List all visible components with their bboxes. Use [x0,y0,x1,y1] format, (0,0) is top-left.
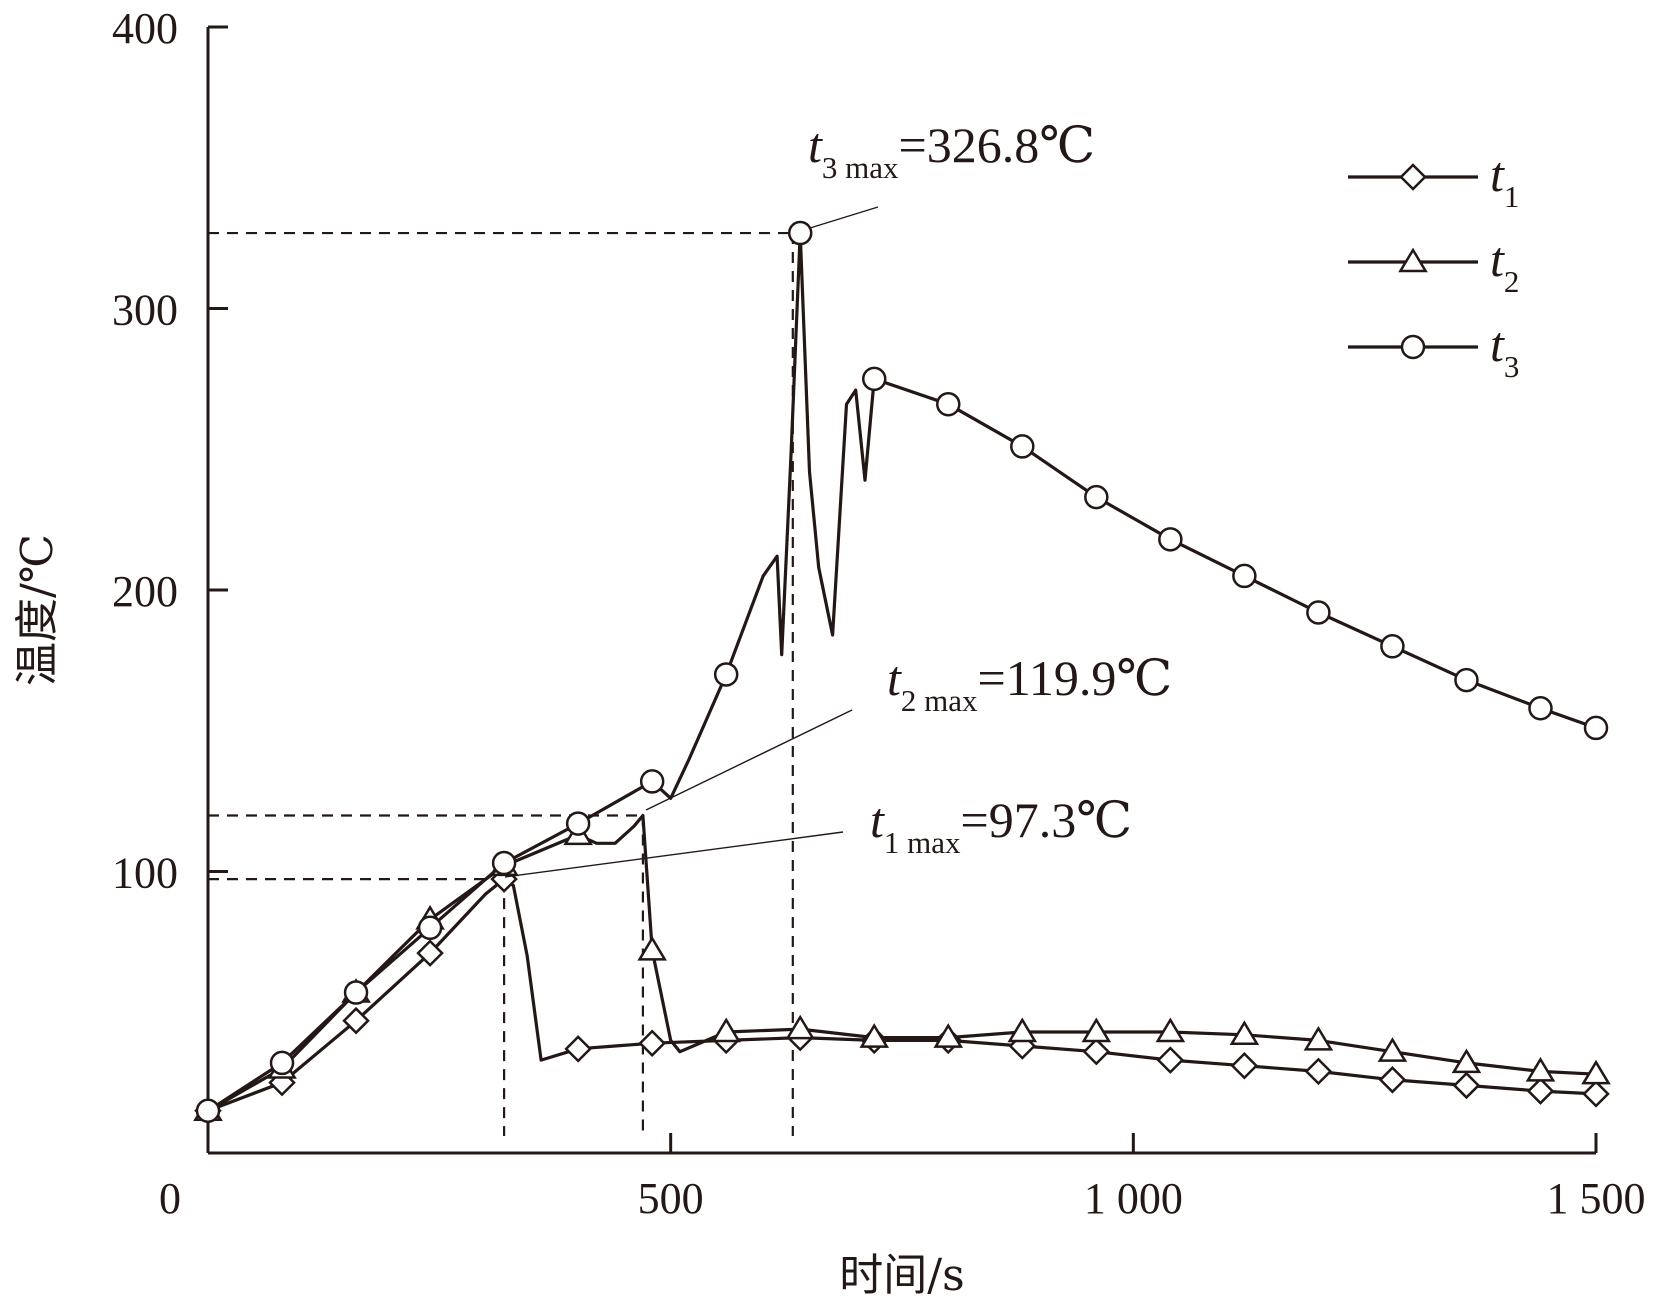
x-tick-label: 1 000 [1084,1174,1183,1223]
data-point-t3 [1084,484,1109,510]
data-point-t3 [1528,695,1553,721]
data-point-t3 [1158,527,1183,552]
annotation-3-max: t3 max=326.8℃ [808,117,1095,185]
data-point-t2 [1155,1017,1186,1043]
data-point-t3 [565,811,591,836]
data-point-t2 [637,935,667,961]
legend-marker-t1 [1399,163,1427,191]
annotation-leader [504,831,844,878]
data-point-t2 [711,1017,741,1043]
data-point-t3 [936,391,961,417]
data-point-t3 [417,915,443,941]
data-point-t3 [639,769,665,794]
data-point-t1 [1304,1057,1333,1086]
data-point-t1 [342,1006,370,1035]
data-point-t3 [1306,600,1331,625]
annotation-leader [645,709,853,811]
data-point-t2 [1229,1020,1260,1046]
data-point-t2 [1525,1056,1556,1082]
data-point-t2 [1451,1048,1482,1074]
data-point-t2 [785,1014,816,1040]
data-point-t3 [861,366,887,392]
data-point-t1 [1156,1046,1185,1074]
data-point-t1 [1526,1077,1555,1105]
data-point-t1 [1230,1051,1259,1080]
legend-label-t3: t3 [1490,316,1519,384]
data-point-t3 [1454,667,1479,693]
x-axis-title: 时间/s [839,1250,964,1301]
data-point-t2 [1303,1025,1334,1051]
legend-label-t1: t1 [1490,146,1519,214]
series-t3 [195,220,1609,1124]
data-point-t1 [638,1029,666,1057]
data-point-t2 [933,1023,964,1048]
series-line-t2 [207,813,1597,1113]
data-point-t3 [1232,563,1257,589]
data-point-t2 [1377,1037,1408,1062]
data-point-t3 [269,1050,295,1076]
x-tick-label: 1 500 [1547,1174,1646,1223]
legend-label-t2: t2 [1490,231,1519,299]
data-point-t3 [1010,434,1035,459]
data-point-t1 [1082,1037,1111,1066]
data-point-t3 [713,662,739,687]
data-point-t3 [195,1098,221,1124]
data-point-t1 [564,1035,592,1063]
annotation-1-max: t1 max=97.3℃ [870,792,1132,860]
legend-marker-t3 [1400,334,1426,360]
x-tick-label: 0 [159,1174,181,1223]
x-tick-label: 500 [638,1174,704,1223]
y-tick-label: 400 [112,4,178,53]
y-tick-label: 300 [112,286,178,335]
data-point-t3 [787,220,813,246]
data-point-t1 [1378,1066,1407,1094]
annotation-2-max: t2 max=119.9℃ [887,650,1172,718]
data-point-t1 [1452,1071,1481,1100]
data-point-t2 [859,1023,890,1048]
data-point-t3 [491,850,517,876]
annotation-leader [809,206,879,229]
data-point-t2 [1081,1017,1112,1043]
series-t1 [194,865,1610,1125]
data-point-t2 [1007,1017,1038,1043]
legend-marker-t2 [1398,247,1428,273]
data-point-t2 [1581,1059,1611,1085]
series-line-t3 [207,231,1597,1113]
data-point-t3 [343,980,369,1005]
y-tick-label: 200 [112,567,178,616]
data-point-t1 [1582,1080,1610,1108]
data-point-t1 [416,939,444,967]
data-point-t3 [1583,715,1609,741]
data-point-t3 [1380,634,1405,659]
y-tick-label: 100 [112,849,178,898]
y-axis-title: 温度/℃ [12,534,63,686]
